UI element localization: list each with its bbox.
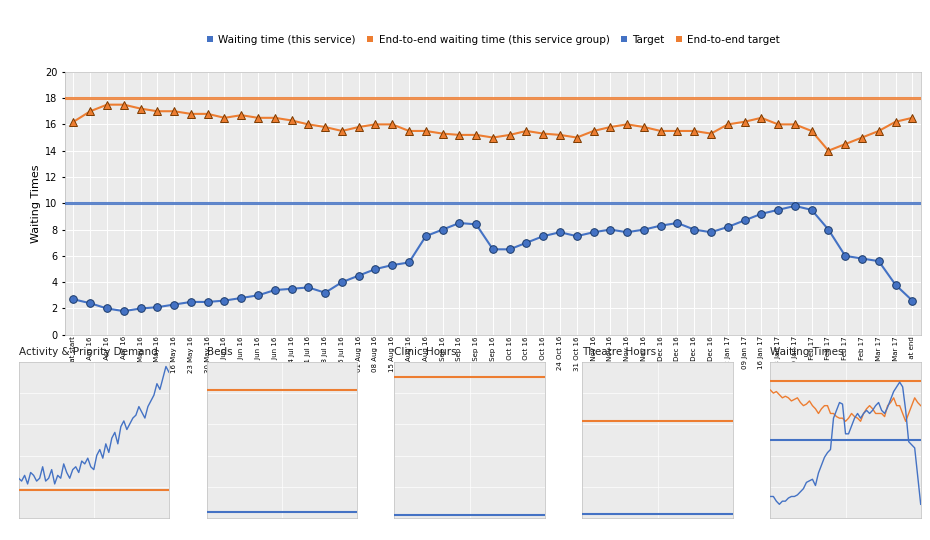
Text: Clinic Hours: Clinic Hours [394,347,458,357]
Legend: Waiting time (this service), End-to-end waiting time (this service group), Targe: Waiting time (this service), End-to-end … [202,31,784,49]
Text: Waiting Times: Waiting Times [770,347,844,357]
Text: Theatre Hours: Theatre Hours [582,347,657,357]
Y-axis label: Waiting Times: Waiting Times [31,164,41,242]
Text: Activity & Priority Demand: Activity & Priority Demand [19,347,157,357]
Text: Beds: Beds [206,347,232,357]
